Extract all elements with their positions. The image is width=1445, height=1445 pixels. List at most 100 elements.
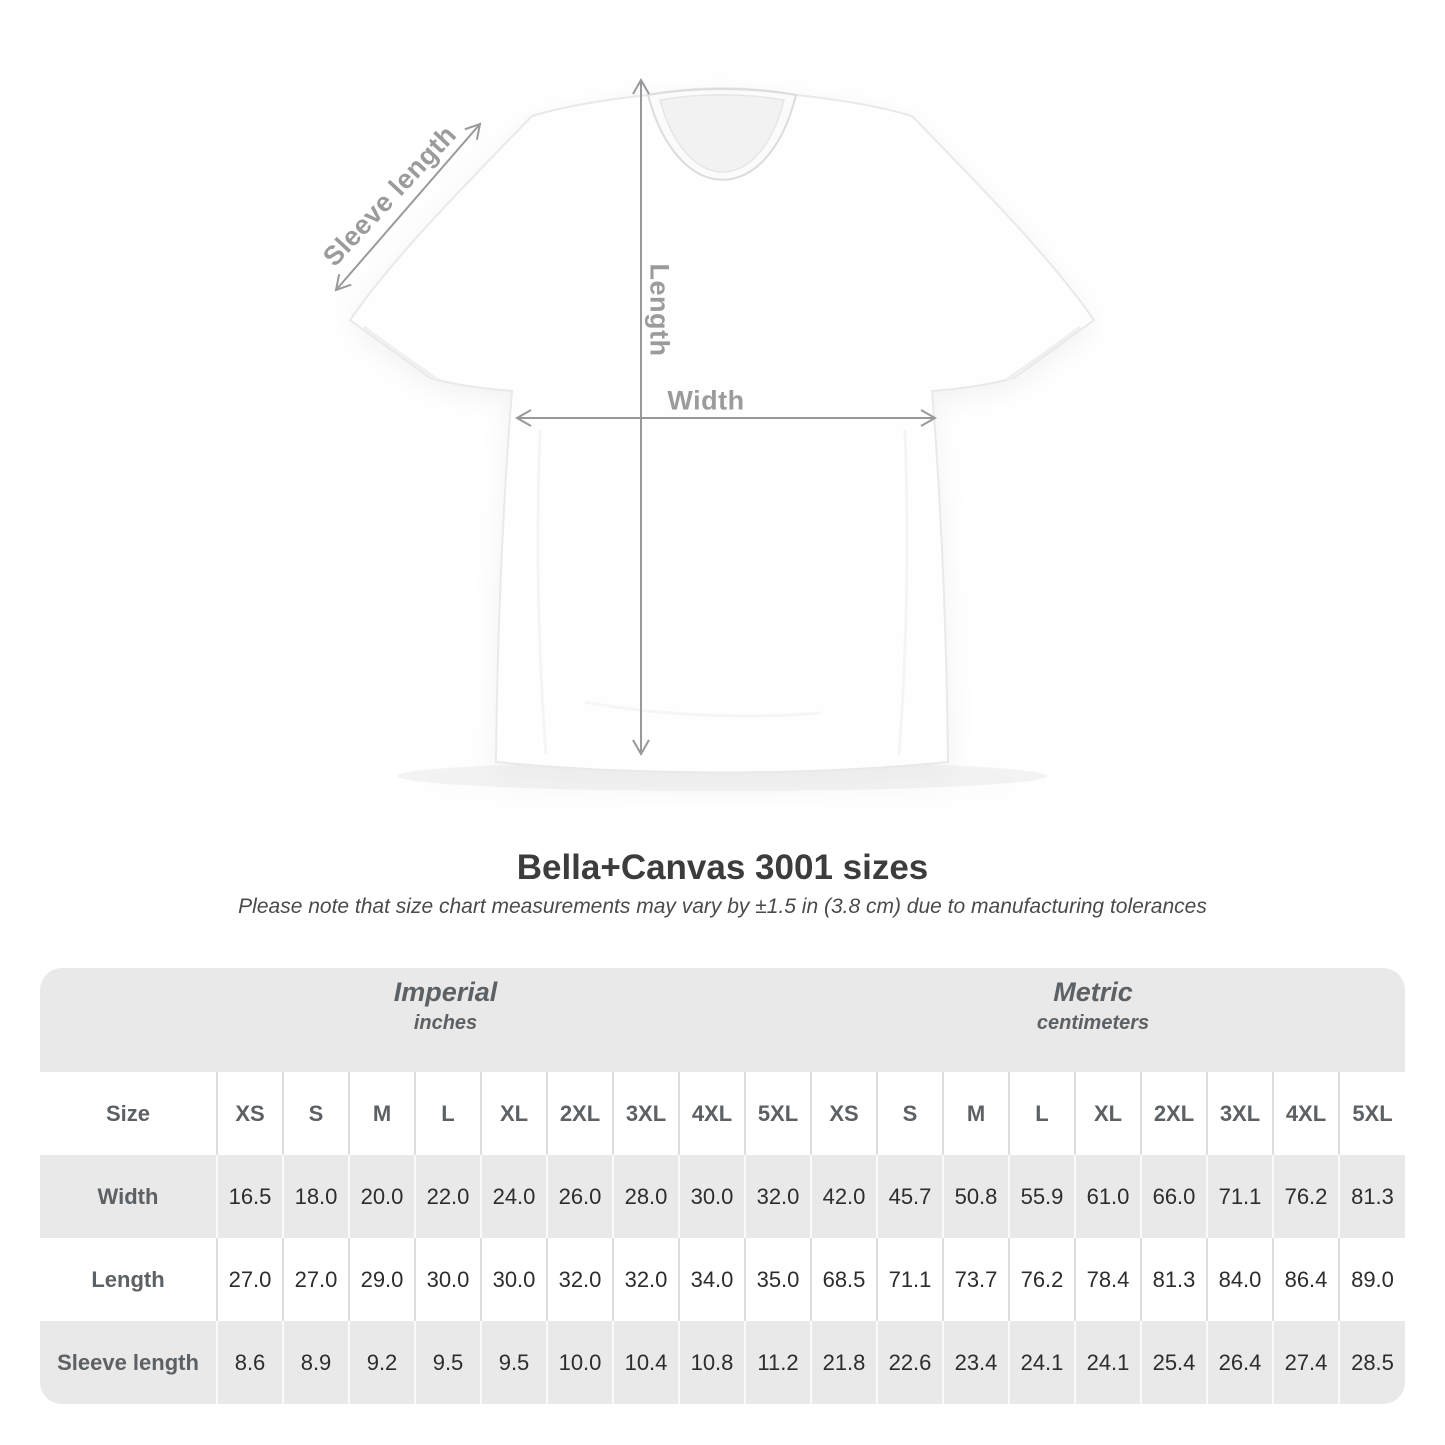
value-cell: 25.4 [1140,1321,1207,1404]
value-cell: 9.5 [480,1321,547,1404]
left-cuff-seam [363,325,439,382]
row-label-sleeve-length: Sleeve length [40,1321,217,1404]
size-header-cell: 4XL [678,1072,745,1155]
value-cell: 86.4 [1272,1238,1339,1321]
sleeve-length-row: Sleeve length 8.6 8.9 9.2 9.5 9.5 10.0 1… [40,1321,1405,1404]
fold-line [584,700,821,718]
shirt-body [348,87,1096,774]
size-header-cell: S [282,1072,349,1155]
size-column-header: Size [40,1072,217,1155]
size-header-cell: 3XL [612,1072,679,1155]
value-cell: 61.0 [1074,1155,1141,1238]
size-header-cell: XS [216,1072,283,1155]
value-cell: 9.2 [348,1321,415,1404]
value-cell: 81.3 [1140,1238,1207,1321]
value-cell: 27.4 [1272,1321,1339,1404]
collar-opening [659,94,785,173]
imperial-header: Imperial inches [40,968,811,1072]
value-cell: 81.3 [1338,1155,1405,1238]
shirt-shadow [397,761,1047,791]
tshirt-illustration [328,79,1096,791]
value-cell: 29.0 [348,1238,415,1321]
size-header-cell: S [876,1072,943,1155]
value-cell: 55.9 [1008,1155,1075,1238]
value-cell: 30.0 [678,1155,745,1238]
value-cell: 23.4 [942,1321,1009,1404]
value-cell: 28.0 [612,1155,679,1238]
value-cell: 22.0 [414,1155,481,1238]
imperial-unit: inches [413,1012,478,1034]
value-cell: 35.0 [744,1238,811,1321]
sleeve-length-arrow [335,123,481,291]
value-cell: 8.9 [282,1321,349,1404]
tolerance-note: Please note that size chart measurements… [238,895,1207,918]
value-cell: 78.4 [1074,1238,1141,1321]
value-cell: 66.0 [1140,1155,1207,1238]
value-cell: 73.7 [942,1238,1009,1321]
value-cell: 28.5 [1338,1321,1405,1404]
row-label-width: Width [40,1155,217,1238]
value-cell: 10.4 [612,1321,679,1404]
size-table-container: Imperial inches Metric centimeters Size … [40,968,1405,1404]
length-row: Length 27.0 27.0 29.0 30.0 30.0 32.0 32.… [40,1238,1405,1321]
value-cell: 24.0 [480,1155,547,1238]
value-cell: 22.6 [876,1321,943,1404]
value-cell: 32.0 [546,1238,613,1321]
value-cell: 27.0 [282,1238,349,1321]
value-cell: 10.0 [546,1321,613,1404]
value-cell: 45.7 [876,1155,943,1238]
size-header-cell: 5XL [1338,1072,1405,1155]
size-header-cell: 2XL [546,1072,613,1155]
value-cell: 10.8 [678,1321,745,1404]
value-cell: 18.0 [282,1155,349,1238]
sizes-header-row: Size XS S M L XL 2XL 3XL 4XL 5XL XS S M … [40,1072,1405,1155]
size-header-cell: M [348,1072,415,1155]
value-cell: 20.0 [348,1155,415,1238]
value-cell: 84.0 [1206,1238,1273,1321]
size-header-cell: XL [1074,1072,1141,1155]
value-cell: 24.1 [1074,1321,1141,1404]
size-header-cell: XL [480,1072,547,1155]
row-label-length: Length [40,1238,217,1321]
value-cell: 76.2 [1008,1238,1075,1321]
size-chart-table: Imperial inches Metric centimeters Size … [40,968,1405,1404]
value-cell: 27.0 [216,1238,283,1321]
value-cell: 34.0 [678,1238,745,1321]
imperial-label: Imperial [393,977,498,1007]
measurement-arrows [328,79,936,755]
size-header-cell: L [414,1072,481,1155]
value-cell: 68.5 [810,1238,877,1321]
value-cell: 42.0 [810,1155,877,1238]
size-header-cell: 2XL [1140,1072,1207,1155]
value-cell: 71.1 [876,1238,943,1321]
value-cell: 30.0 [414,1238,481,1321]
value-cell: 21.8 [810,1321,877,1404]
metric-label: Metric [1053,977,1133,1007]
units-header-row: Imperial inches Metric centimeters [40,968,1405,1072]
value-cell: 50.8 [942,1155,1009,1238]
width-label: Width [667,385,745,416]
page-title: Bella+Canvas 3001 sizes [516,848,929,887]
value-cell: 9.5 [414,1321,481,1404]
value-cell: 32.0 [744,1155,811,1238]
value-cell: 89.0 [1338,1238,1405,1321]
size-header-cell: 5XL [744,1072,811,1155]
value-cell: 16.5 [216,1155,283,1238]
value-cell: 71.1 [1206,1155,1273,1238]
metric-unit: centimeters [1036,1012,1150,1034]
size-header-cell: L [1008,1072,1075,1155]
width-row: Width 16.5 18.0 20.0 22.0 24.0 26.0 28.0… [40,1155,1405,1238]
fold-line [897,429,909,756]
tshirt-measurement-diagram: Sleeve length Length Width [317,79,1096,791]
value-cell: 8.6 [216,1321,283,1404]
value-cell: 24.1 [1008,1321,1075,1404]
value-cell: 76.2 [1272,1155,1339,1238]
value-cell: 32.0 [612,1238,679,1321]
size-header-cell: 3XL [1206,1072,1273,1155]
size-header-cell: M [942,1072,1009,1155]
size-header-cell: XS [810,1072,877,1155]
value-cell: 26.0 [546,1155,613,1238]
metric-header: Metric centimeters [811,968,1405,1072]
value-cell: 26.4 [1206,1321,1273,1404]
